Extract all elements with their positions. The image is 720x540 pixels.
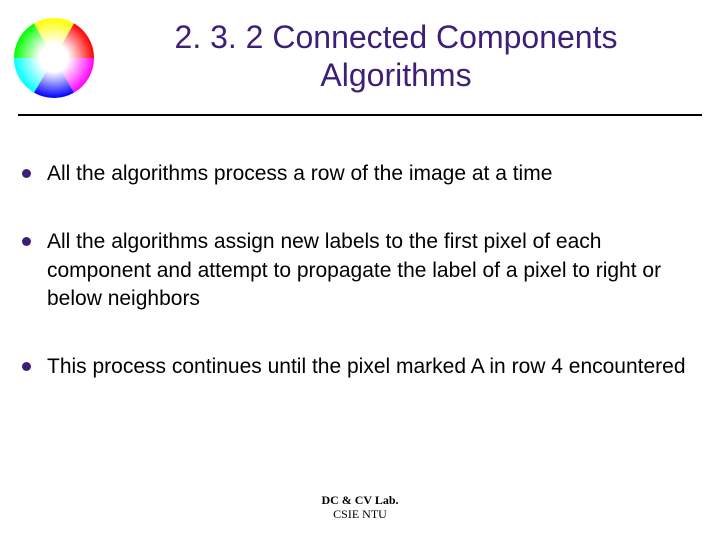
bullet-text: All the algorithms process a row of the … xyxy=(47,160,552,188)
bullet-text: This process continues until the pixel m… xyxy=(47,353,686,381)
bullet-icon xyxy=(22,237,31,246)
slide-footer: DC & CV Lab. CSIE NTU xyxy=(0,494,720,522)
title-underline xyxy=(18,114,702,116)
list-item: All the algorithms process a row of the … xyxy=(22,160,698,188)
bullet-list: All the algorithms process a row of the … xyxy=(22,160,698,422)
bullet-icon xyxy=(22,169,31,178)
color-wheel-icon xyxy=(14,18,94,98)
bullet-icon xyxy=(22,362,31,371)
footer-lab: DC & CV Lab. xyxy=(0,494,720,508)
footer-dept: CSIE NTU xyxy=(0,508,720,522)
list-item: This process continues until the pixel m… xyxy=(22,353,698,381)
bullet-text: All the algorithms assign new labels to … xyxy=(47,228,698,313)
slide-title: 2. 3. 2 Connected Components Algorithms xyxy=(116,18,676,95)
list-item: All the algorithms assign new labels to … xyxy=(22,228,698,313)
slide: 2. 3. 2 Connected Components Algorithms … xyxy=(0,0,720,540)
